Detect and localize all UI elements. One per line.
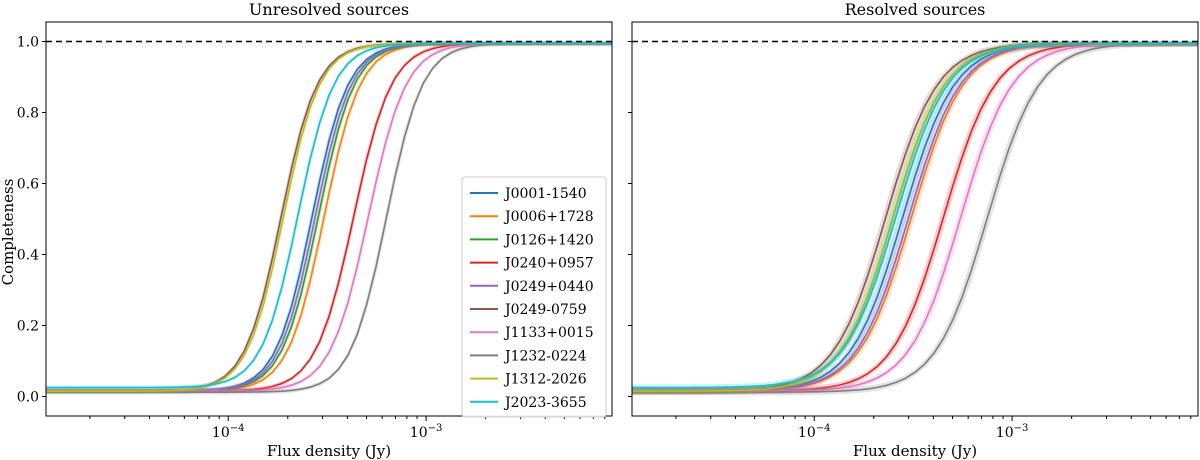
series-line-J2023-3655 [632, 42, 1198, 389]
panel-title: Resolved sources [845, 0, 986, 19]
y-tick-label: 0.2 [17, 318, 39, 334]
x-tick-label: 10−3 [996, 423, 1029, 441]
y-tick-label: 1.0 [17, 35, 39, 51]
axes-frame [45, 21, 613, 417]
resolved-sources-panel: Resolved sources Flux density (Jy) 10−4 10−… [628, 0, 1199, 460]
plot-area [46, 41, 612, 395]
x-axis-label: Flux density (Jy) [853, 442, 977, 460]
series-line-J1232-0224 [632, 42, 1198, 393]
axes-frame [631, 21, 1199, 417]
x-tick-label: 10−4 [212, 423, 245, 441]
plot-area [632, 41, 1198, 396]
y-tick-label: 0.4 [17, 247, 39, 263]
x-tick-label: 10−4 [798, 423, 831, 441]
legend-label: J1232-0224 [503, 348, 587, 364]
legend-label: J0001-1540 [503, 186, 587, 202]
legend-box [461, 176, 607, 418]
legend-label: J2023-3655 [503, 395, 587, 411]
legend-label: J1133+0015 [503, 325, 594, 341]
legend: J0001-1540 J0006+1728 J0126+1420 J0240+0957… [461, 176, 607, 418]
y-tick-label: 0.0 [17, 389, 39, 405]
x-axis-label: Flux density (Jy) [267, 442, 391, 460]
legend-label: J0006+1728 [503, 209, 594, 225]
legend-label: J0249-0759 [503, 302, 587, 318]
legend-label: J0249+0440 [503, 279, 594, 295]
legend-label: J0240+0957 [503, 256, 594, 272]
panel-title: Unresolved sources [249, 0, 409, 19]
legend-label: J1312-2026 [503, 372, 587, 388]
y-axis-label: Completeness [0, 179, 17, 286]
legend-label: J0126+1420 [503, 232, 594, 248]
y-tick-label: 0.8 [17, 106, 39, 122]
y-tick-label: 0.6 [17, 177, 39, 193]
x-tick-label: 10−3 [410, 423, 443, 441]
series-line-J2023-3655 [46, 42, 612, 389]
